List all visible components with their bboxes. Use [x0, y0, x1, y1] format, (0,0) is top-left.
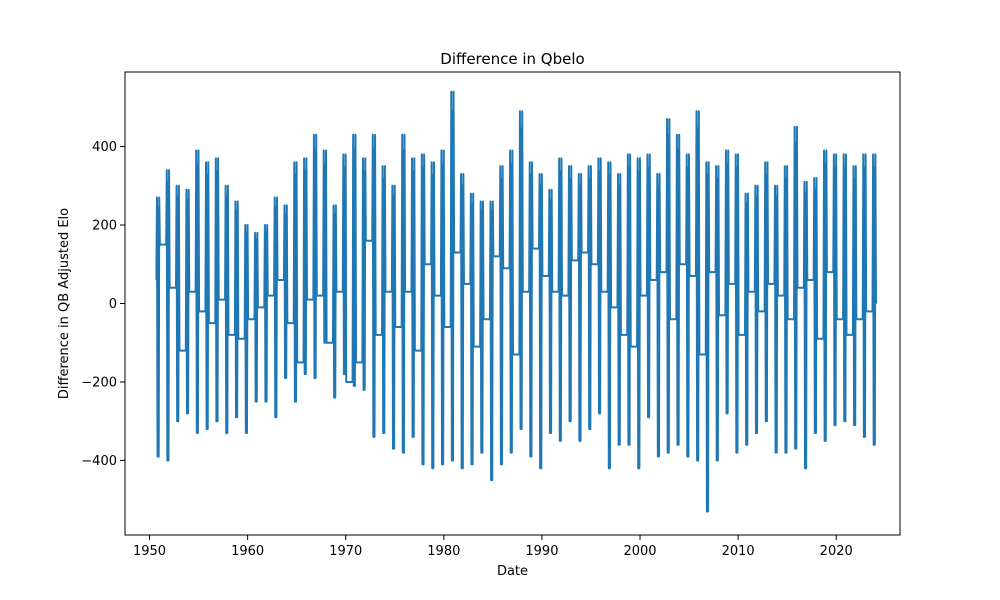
- x-tick-label: 1980: [427, 544, 460, 559]
- y-axis: −400 −200 0 200 400: [81, 140, 125, 469]
- x-tick-label: 2000: [623, 544, 656, 559]
- x-tick-label: 1950: [133, 544, 166, 559]
- x-tick-label: 2010: [722, 544, 755, 559]
- x-axis: 1950 1960 1970 1980 1990 2000 2010 2020: [133, 535, 853, 559]
- y-axis-title: Difference in QB Adjusted Elo: [57, 208, 72, 399]
- x-tick-label: 1970: [329, 544, 362, 559]
- y-tick-label: 400: [92, 140, 117, 155]
- x-tick-label: 1960: [231, 544, 264, 559]
- y-tick-label: −200: [81, 375, 117, 390]
- chart-title: Difference in Qbelo: [440, 50, 584, 68]
- y-tick-label: 200: [92, 219, 117, 234]
- x-tick-label: 2020: [820, 544, 853, 559]
- y-tick-label: 0: [109, 297, 117, 312]
- data-layer: [155, 90, 877, 513]
- y-tick-label: −400: [81, 454, 117, 469]
- x-tick-label: 1990: [525, 544, 558, 559]
- x-axis-title: Date: [497, 564, 528, 579]
- series-line: [155, 90, 877, 513]
- plot-frame: [124, 71, 901, 536]
